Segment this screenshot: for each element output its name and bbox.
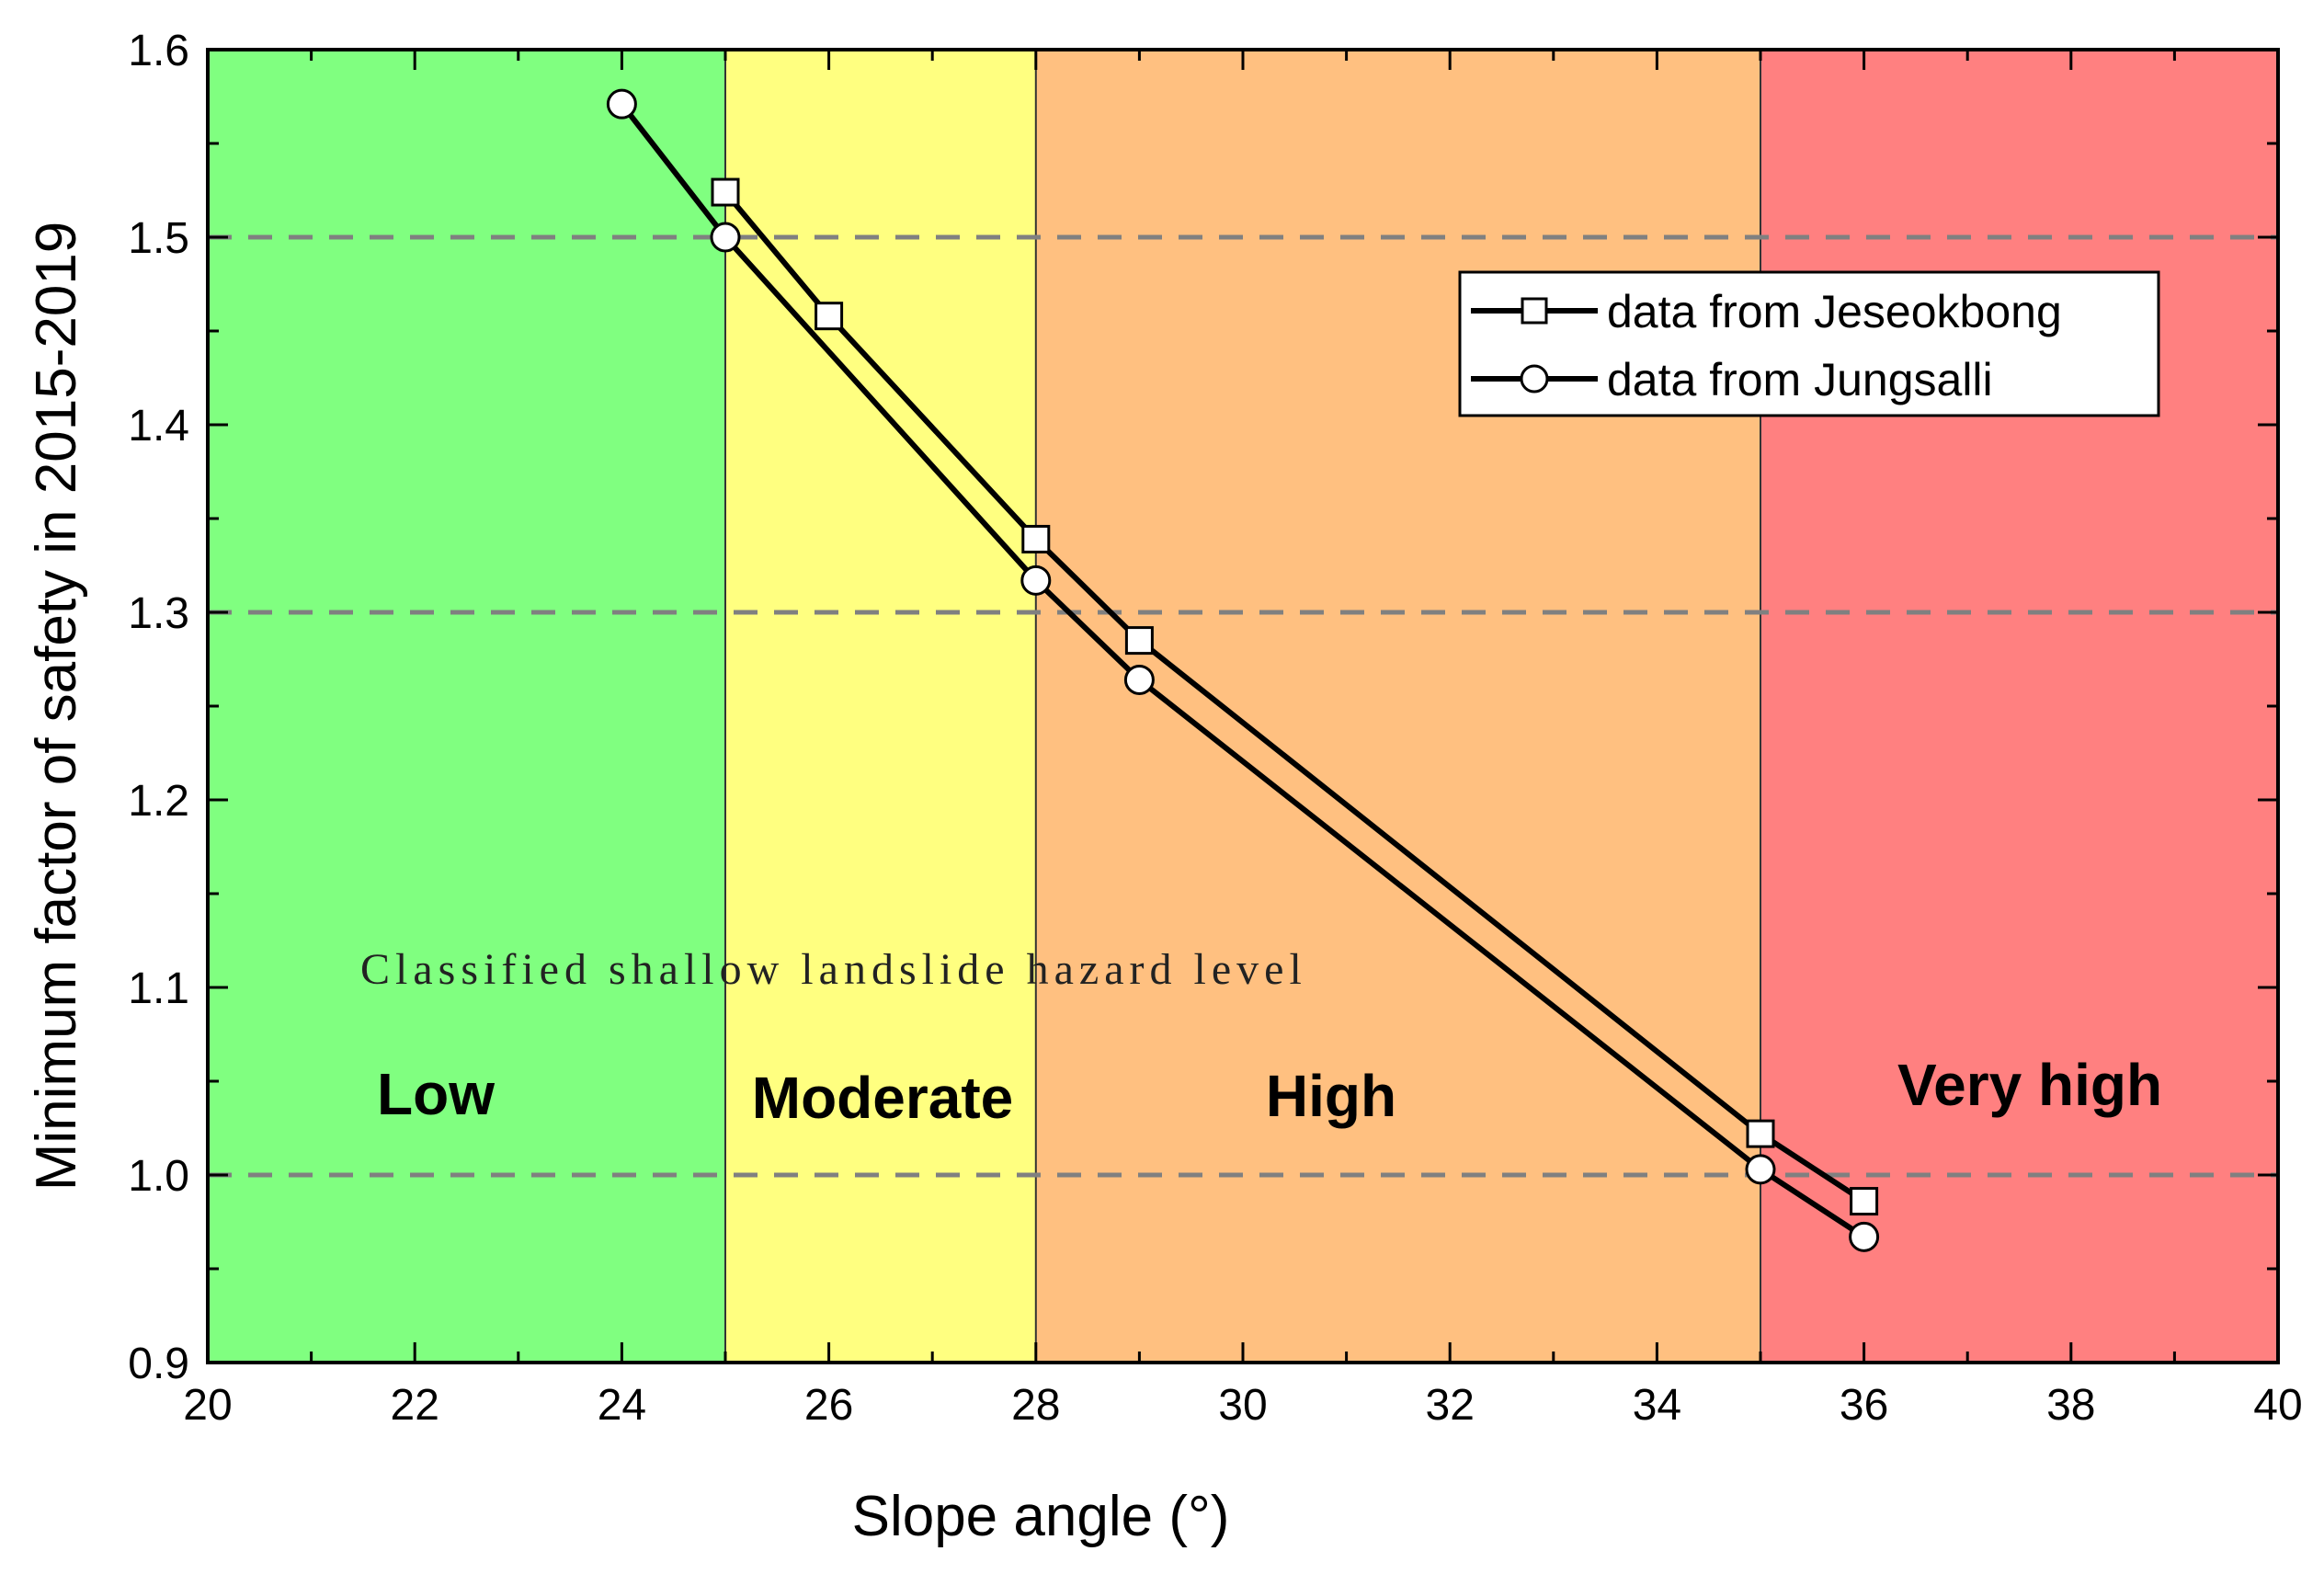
legend-marker-data-from-jeseokbong [1521, 297, 1548, 325]
x-tick-label: 28 [1011, 1381, 1060, 1430]
zone-labels: Low Moderate High Very high [377, 1052, 2162, 1131]
legend: data from Jeseokbong data from Jungsalli [1458, 270, 2160, 417]
zone-label-high: High [1266, 1063, 1396, 1129]
data-point-data-from-jeseokbong [1021, 524, 1051, 553]
data-point-data-from-jeseokbong [815, 302, 844, 331]
zone-very-high [1760, 50, 2278, 1363]
y-tick-label: 1.1 [128, 964, 189, 1013]
y-tick-label: 1.3 [128, 589, 189, 638]
legend-label-data-from-jeseokbong: data from Jeseokbong [1607, 286, 2062, 337]
x-tick-label: 38 [2046, 1381, 2095, 1430]
y-tick-label: 1.2 [128, 777, 189, 826]
hazard-zones [208, 50, 2278, 1363]
data-point-data-from-jeseokbong [1124, 626, 1154, 656]
y-tick-label: 1.0 [128, 1152, 189, 1201]
x-tick-label: 32 [1426, 1381, 1475, 1430]
annotation-hazard-level: Classified shallow landslide hazard leve… [360, 945, 1307, 994]
data-point-data-from-jungsalli [1123, 664, 1155, 695]
data-point-data-from-jeseokbong [1850, 1187, 1879, 1216]
data-point-data-from-jungsalli [710, 222, 741, 253]
y-tick-label: 0.9 [128, 1340, 189, 1388]
data-point-data-from-jeseokbong [711, 177, 740, 207]
series-data-from-jeseokbong [711, 177, 1879, 1216]
series-layer [606, 88, 1880, 1252]
zone-label-very-high: Very high [1897, 1052, 2162, 1118]
data-point-data-from-jungsalli [1020, 565, 1052, 596]
y-axis-title: Minimum factor of safety in 2015-2019 [25, 222, 88, 1192]
x-tick-label: 24 [598, 1381, 646, 1430]
zone-label-moderate: Moderate [752, 1065, 1014, 1131]
x-tick-label: 20 [183, 1381, 232, 1430]
data-point-data-from-jungsalli [606, 88, 637, 120]
x-tick-label: 26 [804, 1381, 853, 1430]
zone-label-low: Low [377, 1061, 495, 1127]
data-point-data-from-jungsalli [1745, 1154, 1776, 1185]
reference-lines [208, 234, 2278, 1178]
legend-marker-data-from-jungsalli [1520, 364, 1549, 394]
y-tick-label: 1.6 [128, 27, 189, 75]
x-axis: 20 22 24 26 28 30 32 34 36 38 40 [183, 50, 2303, 1430]
x-tick-label: 40 [2253, 1381, 2302, 1430]
legend-label-data-from-jungsalli: data from Jungsalli [1607, 354, 1993, 405]
data-point-data-from-jeseokbong [1746, 1119, 1775, 1148]
zone-moderate [725, 50, 1036, 1363]
data-point-data-from-jungsalli [1849, 1221, 1880, 1252]
zone-high [1035, 50, 1760, 1363]
x-axis-title: Slope angle (°) [852, 1485, 1230, 1548]
x-tick-label: 36 [1840, 1381, 1888, 1430]
y-tick-label: 1.4 [128, 402, 189, 451]
x-tick-label: 34 [1633, 1381, 1681, 1430]
series-data-from-jungsalli [606, 88, 1880, 1252]
legend-box [1458, 270, 2160, 417]
y-axis: 0.9 1.0 1.1 1.2 1.3 1.4 1.5 1.6 [128, 27, 2278, 1388]
series-line-data-from-jeseokbong [723, 190, 1866, 1204]
zone-low [208, 50, 725, 1363]
y-tick-label: 1.5 [128, 214, 189, 263]
series-line-data-from-jungsalli [620, 102, 1866, 1239]
x-tick-label: 22 [391, 1381, 439, 1430]
x-tick-label: 30 [1218, 1381, 1267, 1430]
